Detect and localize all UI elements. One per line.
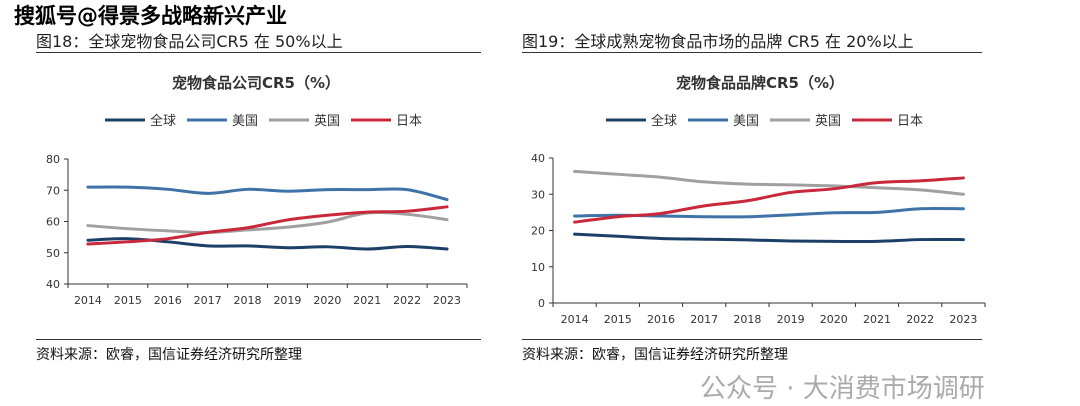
y-tick-label: 60 [46,216,60,229]
x-tick-label: 2018 [234,294,262,307]
x-tick-label: 2014 [561,313,589,326]
x-tick-label: 2015 [604,313,632,326]
y-tick-label: 10 [531,261,545,274]
x-tick-label: 2019 [777,313,805,326]
x-tick-label: 2023 [949,313,977,326]
x-tick-label: 2021 [863,313,891,326]
source-left: 资料来源：欧睿，国信证券经济研究所整理 [36,347,302,363]
legend-label: 美国 [733,114,759,129]
x-tick-label: 2018 [733,313,761,326]
x-tick-label: 2014 [74,294,102,307]
y-tick-label: 80 [46,153,60,166]
x-tick-label: 2017 [194,294,222,307]
x-tick-label: 2016 [154,294,182,307]
legend-label: 美国 [232,114,258,129]
watermark-bottom: 公众号 · 大消费市场调研 [700,374,985,404]
source-right: 资料来源：欧睿，国信证券经济研究所整理 [522,347,788,363]
legend-label: 全球 [150,113,176,129]
chart-title-right: 宠物食品品牌CR5（%） [676,74,845,92]
x-tick-label: 2015 [114,294,142,307]
x-tick-label: 2017 [690,313,718,326]
y-tick-label: 40 [46,278,60,291]
y-tick-label: 70 [46,184,60,197]
y-tick-label: 40 [531,152,545,165]
series-line-英国 [573,169,965,196]
x-tick-label: 2020 [313,294,341,307]
legend-label: 英国 [314,114,340,129]
legend-label: 日本 [897,114,923,129]
series-line-全球 [573,232,965,244]
series-line-日本 [86,205,449,246]
y-tick-label: 30 [531,188,545,201]
legend-label: 英国 [815,114,841,129]
x-tick-label: 2022 [393,294,421,307]
series-line-日本 [573,176,965,224]
source-rule [522,339,982,340]
y-tick-label: 20 [531,225,545,238]
figure-title-19: 图19：全球成熟宠物食品市场的品牌 CR5 在 20%以上 [522,32,914,51]
title-rule [522,52,982,53]
title-rule [36,52,481,53]
x-tick-label: 2023 [433,294,461,307]
x-tick-label: 2020 [820,313,848,326]
x-tick-label: 2021 [353,294,381,307]
series-line-美国 [86,185,449,202]
x-tick-label: 2019 [273,294,301,307]
x-tick-label: 2022 [906,313,934,326]
figure-title-18: 图18：全球宠物食品公司CR5 在 50%以上 [36,32,343,51]
x-tick-label: 2016 [647,313,675,326]
y-tick-label: 0 [538,297,545,310]
chart-title-left: 宠物食品公司CR5（%） [172,74,341,92]
legend-label: 全球 [651,113,677,129]
y-tick-label: 50 [46,247,60,260]
watermark-top: 搜狐号@得景多战略新兴产业 [14,4,287,28]
legend-label: 日本 [396,114,422,129]
source-rule [36,339,481,340]
